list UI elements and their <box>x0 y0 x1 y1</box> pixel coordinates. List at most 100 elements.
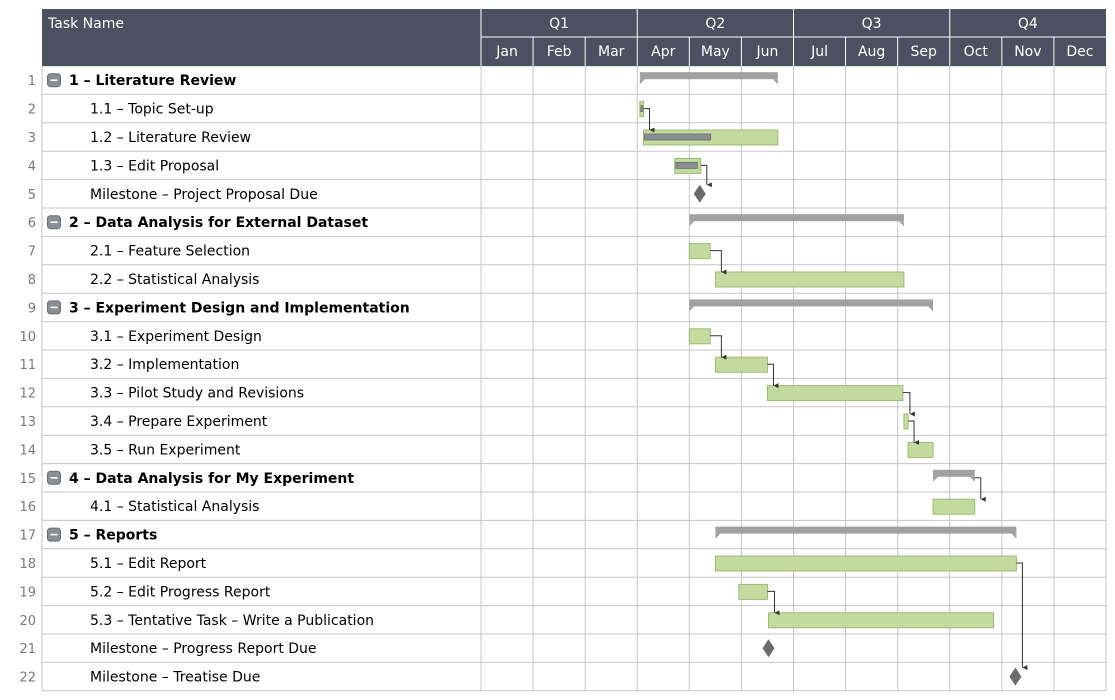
task-row: 14 3.5 – Run Experiment <box>19 442 240 458</box>
row-number: 10 <box>19 330 36 345</box>
task-row: 19 5.2 – Edit Progress Report <box>19 584 270 600</box>
dependency-links <box>643 108 1028 671</box>
milestone-marker <box>762 639 775 658</box>
header-month-label: Apr <box>651 44 675 60</box>
dependency-link <box>710 335 727 360</box>
row-number: 19 <box>19 585 36 600</box>
summary-bar-body <box>689 299 934 307</box>
task-name: 5 – Reports <box>69 528 157 544</box>
task-name: Milestone – Progress Report Due <box>90 641 317 657</box>
header-month-label: Mar <box>598 44 625 60</box>
task-bars <box>639 72 1022 686</box>
task-bar <box>738 583 768 600</box>
task-name: 2 – Data Analysis for External Dataset <box>69 215 368 231</box>
task-row: 20 5.3 – Tentative Task – Write a Publica… <box>19 613 374 629</box>
row-number: 1 <box>28 74 36 89</box>
task-bar <box>674 157 702 174</box>
task-bar-body <box>688 328 711 345</box>
task-progress-bar <box>675 161 698 169</box>
task-bar-body <box>738 583 768 600</box>
task-row: 17 5 – Reports <box>19 527 157 544</box>
summary-bar <box>689 299 934 312</box>
summary-bar <box>689 214 904 227</box>
row-number: 14 <box>19 443 36 458</box>
dependency-link <box>902 392 915 417</box>
summary-bar-left-tip <box>689 306 695 312</box>
row-number: 11 <box>19 358 36 373</box>
task-row: 18 5.1 – Edit Report <box>19 556 206 572</box>
summary-bar-right-tip <box>898 221 904 227</box>
chart-grid <box>41 65 1107 692</box>
task-bar <box>932 498 976 515</box>
summary-bar-right-tip <box>928 306 934 312</box>
task-bar <box>688 328 711 345</box>
task-bar-body <box>932 498 976 515</box>
task-bar-body <box>714 271 905 288</box>
header-month-label: Feb <box>547 44 572 60</box>
row-number: 2 <box>28 103 36 118</box>
row-number: 16 <box>19 500 36 515</box>
task-name: 1 – Literature Review <box>69 73 236 89</box>
task-name: 5.2 – Edit Progress Report <box>90 584 271 600</box>
task-row: 12 3.3 – Pilot Study and Revisions <box>19 386 304 402</box>
dependency-link <box>974 477 986 502</box>
summary-bar-right-tip <box>969 476 975 482</box>
task-bar-body <box>688 243 711 260</box>
summary-bar-left-tip <box>689 221 695 227</box>
task-name: 5.1 – Edit Report <box>90 556 207 572</box>
header-quarter-label: Q2 <box>705 16 725 32</box>
row-number: 9 <box>28 301 36 316</box>
task-name: Milestone – Project Proposal Due <box>90 187 318 203</box>
summary-bar-right-tip <box>772 79 778 85</box>
task-name: 2.1 – Feature Selection <box>90 244 250 260</box>
task-row: 4 1.3 – Edit Proposal <box>28 158 219 174</box>
task-row: 8 2.2 – Statistical Analysis <box>28 272 260 288</box>
row-number: 3 <box>28 131 36 146</box>
task-name: 1.2 – Literature Review <box>90 130 251 146</box>
row-number: 22 <box>19 671 36 686</box>
row-number: 4 <box>28 159 36 174</box>
task-bar <box>714 356 768 373</box>
summary-bar-body <box>715 526 1017 534</box>
chart-header: Task Name Q1 Q2 Q3 Q4 Jan Feb Mar Apr May Jun Jul Au… <box>42 9 1106 66</box>
header-month-label: Sep <box>911 44 938 60</box>
header-month-label: Jul <box>810 44 828 60</box>
header-month-label: Nov <box>1014 44 1041 60</box>
header-month-label: Aug <box>858 44 885 60</box>
task-row: 5 Milestone – Project Proposal Due <box>28 187 318 203</box>
dependency-link <box>767 590 780 616</box>
task-row: 21 Milestone – Progress Report Due <box>19 641 316 657</box>
task-row: 22 Milestone – Treatise Due <box>19 670 260 686</box>
dependency-link <box>767 363 779 389</box>
dependency-link <box>1016 562 1028 671</box>
milestone-marker <box>1009 667 1022 686</box>
task-bar-body <box>907 441 934 458</box>
task-bar <box>714 271 905 288</box>
dependency-link <box>710 250 727 275</box>
task-name: 3.5 – Run Experiment <box>90 442 241 458</box>
summary-bar-left-tip <box>715 533 721 539</box>
task-progress-bar <box>644 133 712 141</box>
task-row: 7 2.1 – Feature Selection <box>28 244 250 260</box>
row-number: 5 <box>28 188 36 203</box>
header-quarter-label: Q3 <box>862 16 882 32</box>
task-bar-body <box>714 356 768 373</box>
summary-bar <box>639 72 778 85</box>
task-name: 3.1 – Experiment Design <box>90 329 262 345</box>
task-row: 13 3.4 – Prepare Experiment <box>19 414 267 430</box>
summary-bar-body <box>639 72 778 80</box>
header-month-label: Jun <box>756 44 779 60</box>
task-name: 3.3 – Pilot Study and Revisions <box>90 386 304 402</box>
task-row: 15 4 – Data Analysis for My Experiment <box>19 470 354 487</box>
task-rows: 1 1 – Literature Review 2 1.1 – Topic Set-u… <box>19 73 410 686</box>
row-number: 7 <box>28 245 36 260</box>
row-number: 15 <box>19 472 36 487</box>
summary-bar-body <box>689 214 904 222</box>
task-bar <box>768 612 994 629</box>
task-bar <box>639 101 645 118</box>
task-name: 3.2 – Implementation <box>90 357 239 373</box>
task-name: 1.3 – Edit Proposal <box>90 158 219 174</box>
header-task-name: Task Name <box>47 16 124 32</box>
task-name: 1.1 – Topic Set-up <box>90 102 214 118</box>
